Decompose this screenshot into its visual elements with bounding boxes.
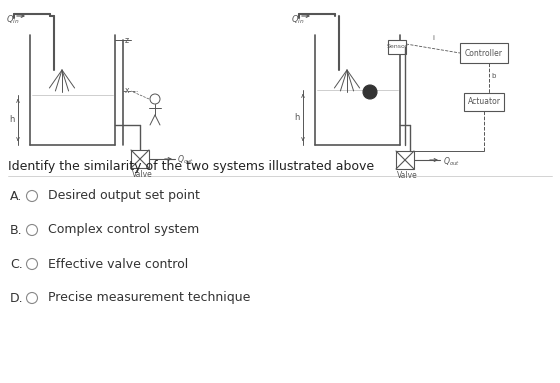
Circle shape xyxy=(26,293,38,303)
Text: $Q_{in}$: $Q_{in}$ xyxy=(6,13,20,26)
Bar xyxy=(388,40,406,54)
Text: b: b xyxy=(491,73,496,79)
Text: Precise measurement technique: Precise measurement technique xyxy=(48,291,250,304)
Text: Complex control system: Complex control system xyxy=(48,224,199,236)
Bar xyxy=(464,93,504,111)
Text: Effective valve control: Effective valve control xyxy=(48,257,188,270)
Text: $Q_{in}$: $Q_{in}$ xyxy=(291,13,305,26)
Text: D.: D. xyxy=(10,291,24,304)
Text: C.: C. xyxy=(10,257,23,270)
Text: z: z xyxy=(125,36,129,45)
Circle shape xyxy=(150,94,160,104)
Text: x: x xyxy=(125,86,129,95)
Text: Desired output set point: Desired output set point xyxy=(48,190,200,203)
Circle shape xyxy=(363,85,377,99)
Text: Actuator: Actuator xyxy=(468,98,501,106)
Circle shape xyxy=(26,259,38,270)
Text: Valve: Valve xyxy=(132,170,153,179)
Text: h: h xyxy=(295,113,300,122)
Text: B.: B. xyxy=(10,224,22,236)
Text: Sensor: Sensor xyxy=(386,44,408,49)
Text: Controller: Controller xyxy=(465,49,503,57)
Text: Valve: Valve xyxy=(397,171,418,180)
Text: Identify the similarity of the two systems illustrated above: Identify the similarity of the two syste… xyxy=(8,160,374,173)
Text: h: h xyxy=(10,116,15,124)
Circle shape xyxy=(26,190,38,201)
Text: i: i xyxy=(432,35,434,41)
Text: $Q_{out}$: $Q_{out}$ xyxy=(177,154,194,167)
Bar xyxy=(396,151,414,169)
Bar xyxy=(460,43,508,63)
Circle shape xyxy=(26,224,38,236)
Text: $Q_{out}$: $Q_{out}$ xyxy=(443,155,460,167)
Bar xyxy=(131,150,149,168)
Text: A.: A. xyxy=(10,190,22,203)
